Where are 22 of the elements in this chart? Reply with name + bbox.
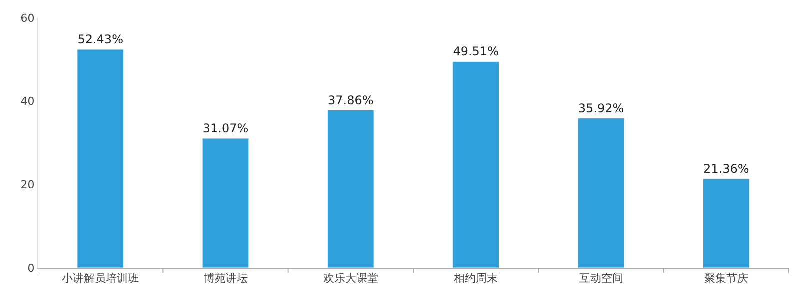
data-label: 31.07%: [202, 122, 249, 136]
x-tick-label: 小讲解员培训班: [62, 272, 140, 286]
x-tick-label: 聚集节庆: [704, 272, 748, 286]
data-label: 52.43%: [78, 32, 124, 47]
x-tick-label: 相约周末: [454, 272, 498, 286]
y-tick-label: 60: [20, 12, 35, 25]
data-label: 49.51%: [453, 44, 499, 59]
bar: [578, 118, 625, 268]
bar: [328, 110, 374, 268]
data-label: 21.36%: [704, 162, 750, 176]
bar: [202, 138, 250, 268]
x-tick-label: 博苑讲坛: [204, 272, 248, 286]
y-tick-label: 20: [20, 178, 35, 192]
y-tick-label: 40: [20, 95, 35, 108]
bar: [77, 49, 124, 268]
data-label: 35.92%: [578, 101, 624, 116]
y-tick-label: 0: [28, 262, 35, 275]
x-tick-label: 欢乐大课堂: [323, 272, 378, 286]
bar: [452, 61, 500, 268]
bar: [703, 178, 750, 268]
data-label: 37.86%: [328, 93, 374, 108]
x-tick-label: 互动空间: [579, 272, 624, 286]
